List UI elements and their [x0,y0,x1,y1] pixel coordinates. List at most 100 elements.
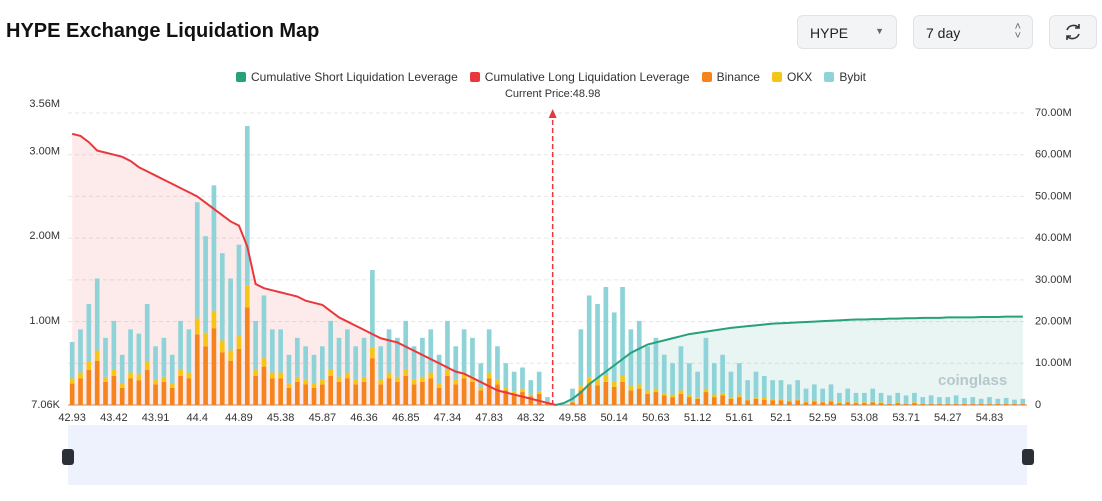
bar-segment [937,403,942,404]
bar-segment [795,398,801,401]
bar-segment [169,387,175,405]
refresh-button[interactable] [1049,15,1097,49]
bar-segment [453,384,459,405]
bar-segment [211,328,217,405]
legend-item[interactable]: Cumulative Short Liquidation Leverage [235,70,458,84]
bar-segment [703,388,709,393]
bar-segment [695,398,700,405]
bar-segment [711,394,717,398]
bar-segment [461,329,467,373]
x-tick-label: 52.59 [809,412,837,424]
bar-segment [995,403,1001,404]
bar-segment [770,380,775,399]
y2-tick-label: 50.00M [1035,190,1072,202]
bar-segment [528,396,534,405]
x-tick-label: 54.27 [934,412,962,424]
bar-segment [912,392,917,403]
bar-segment [603,375,609,382]
bar-segment [845,388,851,402]
x-tick-label: 49.58 [559,412,587,424]
bar-segment [1003,397,1009,404]
bar-segment [736,394,742,398]
bar-segment [428,378,434,405]
legend-item[interactable]: Cumulative Long Liquidation Leverage [469,70,690,84]
bar-segment [420,376,425,382]
bar-segment [370,358,375,405]
bar-segment [203,332,208,347]
bar-segment [228,278,233,351]
bar-segment [953,403,959,405]
bar-segment [294,376,300,382]
bar-segment [511,371,517,392]
bar-segment [812,384,817,401]
bar-segment [378,384,384,405]
bar-segment [194,202,200,319]
bar-segment [578,390,584,405]
bar-segment [670,363,675,395]
bar-segment [353,346,359,380]
bar-segment [219,352,225,405]
slider-handle[interactable] [62,449,74,465]
bar-segment [361,337,367,377]
bar-segment [870,388,876,402]
bar-segment [236,348,242,405]
bar-segment [119,387,125,405]
bar-segment [153,379,158,385]
x-tick-label: 45.38 [267,412,295,424]
legend-label: OKX [786,70,813,84]
symbol-select[interactable]: HYPE ▼ [797,15,897,49]
bar-segment [987,397,992,404]
bar-segment [937,397,942,404]
legend-item[interactable]: Bybit [824,70,866,84]
bar-segment [595,380,600,386]
bar-segment [470,337,475,377]
x-tick-label: 51.61 [726,412,754,424]
bar-segment [136,333,142,375]
legend-item[interactable]: OKX [771,70,813,84]
bar-segment [461,378,467,405]
bar-segment [311,387,317,405]
bar-segment [536,391,542,394]
symbol-select-text: HYPE [810,25,849,41]
bar-segment [503,386,509,391]
bar-segment [411,384,417,405]
bar-segment [228,350,233,361]
bar-segment [78,372,83,379]
bar-segment [653,337,659,389]
bar-segment [870,401,876,403]
bar-segment [678,393,684,405]
y-tick-label: 1.00M [29,315,60,327]
bar-segment [653,388,659,393]
range-select[interactable]: 7 day ˄ ˅ [913,15,1033,49]
legend-item[interactable]: Binance [701,70,760,84]
watermark: coinglass [938,372,1007,389]
bar-segment [1020,403,1026,404]
bar-segment [78,329,83,373]
bar-segment [503,363,509,387]
bar-segment [645,390,650,394]
bar-segment [912,402,917,404]
bar-segment [937,403,942,405]
slider-handle[interactable] [1022,449,1034,465]
bar-segment [603,286,609,376]
bar-segment [745,400,750,405]
bar-segment [311,354,317,384]
x-tick-label: 42.93 [58,412,86,424]
bar-segment [128,329,133,373]
bar-segment [161,381,167,405]
bar-segment [962,397,967,404]
bar-segment [353,384,359,405]
bar-segment [837,403,842,405]
bar-segment [745,398,750,401]
y-tick-label: 2.00M [29,230,60,242]
bar-segment [595,303,600,381]
range-slider[interactable] [68,425,1027,485]
bar-segment [661,395,667,405]
bar-segment [453,379,459,385]
bar-segment [995,403,1001,405]
bar-segment [445,369,450,376]
bar-segment [586,377,592,384]
bar-segment [1012,403,1017,404]
bar-segment [228,360,233,405]
bar-segment [186,378,192,405]
